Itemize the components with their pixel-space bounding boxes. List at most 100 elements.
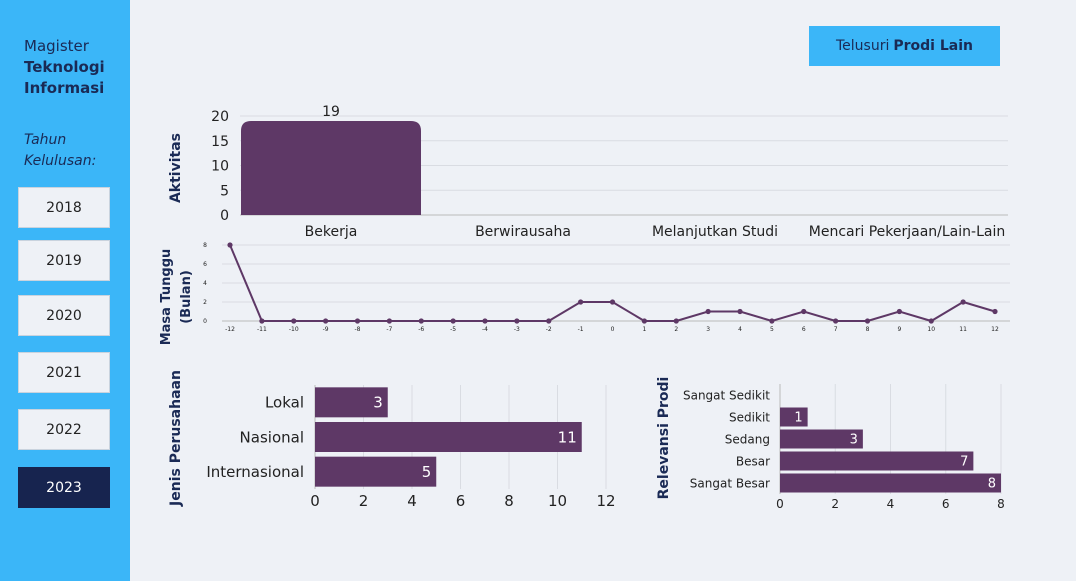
data-label: 7	[960, 455, 968, 470]
data-point	[769, 318, 775, 324]
sidebar: Magister Teknologi Informasi Tahun Kelul…	[0, 0, 130, 581]
x-tick-label: 2	[359, 492, 369, 510]
x-tick-label: 5	[770, 326, 774, 333]
year-button-2022[interactable]: 2022	[18, 409, 110, 450]
bar	[315, 422, 582, 452]
tahun-line-2: Kelulusan:	[24, 153, 97, 169]
data-point	[833, 318, 839, 324]
x-tick-label: 10	[548, 492, 567, 510]
data-point	[386, 318, 392, 324]
data-point	[418, 318, 424, 324]
y-tick-label: 8	[203, 242, 207, 249]
program-line-2: Teknologi	[24, 58, 105, 76]
y-axis-title: Jenis Perusahaan	[168, 370, 184, 507]
y-axis-title: Relevansi Prodi	[656, 377, 672, 500]
x-tick-label: -2	[546, 326, 552, 333]
data-point	[450, 318, 456, 324]
data-label: 3	[850, 433, 858, 448]
year-button-2019[interactable]: 2019	[18, 240, 110, 281]
data-point	[801, 308, 807, 315]
y-axis-title: Aktivitas	[168, 133, 184, 203]
data-label: 3	[373, 394, 383, 412]
x-tick-label: 4	[407, 492, 417, 510]
data-label: 8	[988, 477, 996, 492]
y-tick-label: Besar	[736, 454, 770, 468]
data-point	[323, 318, 329, 324]
data-point	[928, 318, 934, 324]
x-tick-label: -7	[386, 326, 392, 333]
x-tick-label: -4	[482, 326, 488, 333]
program-line-1: Magister	[24, 37, 89, 55]
data-point	[514, 318, 520, 324]
browse-bold: Prodi Lain	[893, 38, 973, 54]
y-tick-label: 2	[203, 299, 207, 306]
x-tick-label: -5	[450, 326, 456, 333]
x-tick-label: 8	[866, 326, 870, 333]
x-tick-label: -8	[355, 326, 361, 333]
y-tick-label: Sangat Besar	[690, 476, 770, 490]
y-tick-label: 5	[220, 183, 229, 199]
browse-other-program-button[interactable]: Telusuri Prodi Lain	[809, 26, 1000, 66]
program-line-3: Informasi	[24, 79, 105, 97]
data-label: 11	[558, 428, 577, 446]
y-tick-label: Nasional	[240, 428, 304, 446]
data-label: 19	[322, 104, 340, 120]
x-tick-label: 9	[897, 326, 901, 333]
year-button-2020[interactable]: 2020	[18, 295, 110, 336]
y-tick-label: 20	[211, 109, 229, 125]
data-point	[291, 318, 297, 324]
x-tick-label: -12	[225, 326, 235, 333]
data-point	[864, 318, 871, 324]
x-tick-label: 0	[611, 326, 615, 333]
y-tick-label: 6	[203, 261, 207, 268]
bar	[315, 387, 388, 418]
data-point	[896, 308, 902, 315]
x-tick-label: 2	[831, 497, 839, 511]
y-tick-label: 4	[203, 280, 207, 287]
graduation-year-label: Tahun Kelulusan:	[24, 130, 96, 172]
x-tick-label: 1	[642, 326, 646, 333]
bar	[315, 456, 437, 487]
y-tick-label: Sedang	[725, 432, 770, 446]
bar	[780, 407, 808, 427]
x-tick-label: 0	[776, 497, 784, 511]
y-axis-title-line-1: Masa Tunggu	[159, 249, 174, 346]
data-point	[227, 242, 233, 248]
browse-prefix: Telusuri	[836, 38, 890, 54]
year-button-2021[interactable]: 2021	[18, 352, 110, 393]
data-point	[259, 318, 265, 324]
data-label: 5	[422, 463, 432, 481]
x-tick-label: 10	[927, 326, 935, 333]
x-tick-label: 2	[674, 326, 678, 333]
x-tick-label: 3	[706, 326, 710, 333]
x-tick-label: -10	[289, 326, 299, 333]
bar	[780, 473, 1001, 493]
x-tick-label: 7	[834, 326, 838, 333]
y-tick-label: Sangat Sedikit	[683, 388, 770, 402]
data-label: 1	[794, 411, 802, 426]
year-button-2018[interactable]: 2018	[18, 187, 110, 228]
data-point	[641, 318, 647, 324]
y-tick-label: Internasional	[206, 463, 304, 481]
data-point	[992, 308, 998, 315]
x-tick-label: -1	[578, 326, 584, 333]
data-point	[578, 299, 584, 305]
x-tick-label: 4	[738, 326, 742, 333]
x-tick-label: -11	[257, 326, 267, 333]
tahun-line-1: Tahun	[24, 132, 67, 148]
year-button-2023[interactable]: 2023	[18, 467, 110, 508]
x-tick-label: Mencari Pekerjaan/Lain-Lain	[809, 224, 1005, 240]
y-tick-label: 15	[211, 134, 229, 150]
y-tick-label: 10	[211, 159, 229, 175]
x-tick-label: Berwirausaha	[475, 224, 571, 240]
bar	[241, 120, 421, 215]
x-tick-label: 8	[504, 492, 514, 510]
x-tick-label: Bekerja	[305, 224, 358, 240]
x-tick-label: 8	[997, 497, 1005, 511]
x-tick-label: -6	[418, 326, 424, 333]
data-point	[482, 318, 488, 324]
data-point	[609, 299, 616, 305]
data-point	[354, 318, 361, 324]
x-tick-label: 6	[456, 492, 466, 510]
